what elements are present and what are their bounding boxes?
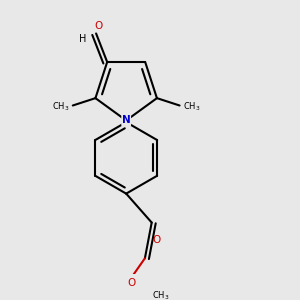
Text: O: O xyxy=(95,20,103,31)
Text: O: O xyxy=(153,235,161,244)
Text: H: H xyxy=(79,34,86,44)
Text: CH$_3$: CH$_3$ xyxy=(152,290,169,300)
Text: N: N xyxy=(122,116,130,125)
Text: CH$_3$: CH$_3$ xyxy=(183,101,200,113)
Text: O: O xyxy=(127,278,135,288)
Text: CH$_3$: CH$_3$ xyxy=(52,101,69,113)
